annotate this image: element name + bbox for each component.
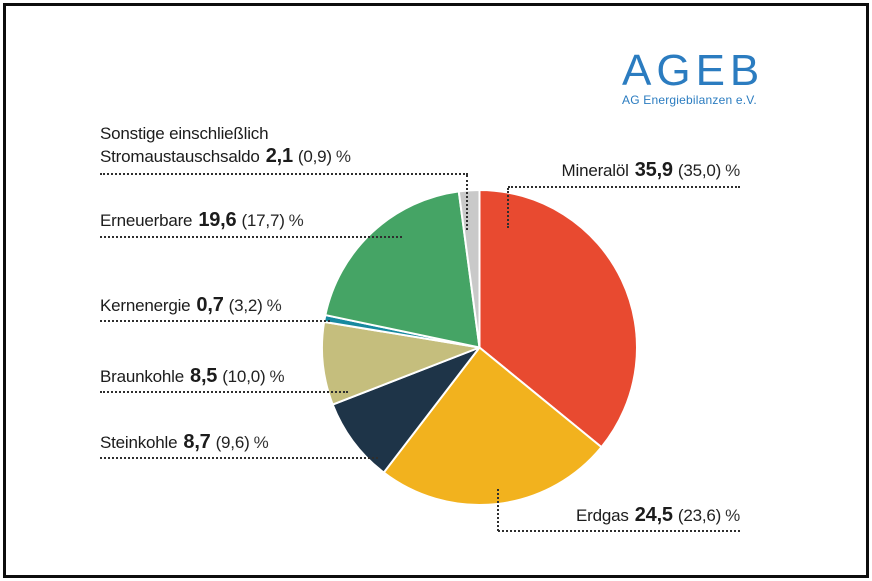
leader-kernenergie-h [100, 320, 330, 322]
pie-slice-steinkohle [331, 346, 481, 474]
label-braunkohle: Braunkohle 8,5 (10,0)% [100, 365, 285, 388]
label-braunkohle-prev: (10,0) [222, 367, 266, 386]
label-erneuerbare-name: Erneuerbare [100, 211, 193, 230]
label-braunkohle-value: 8,5 [190, 365, 218, 387]
leader-erdgas-h [498, 530, 740, 532]
label-kernenergie-percent: % [266, 296, 282, 315]
label-sonstige-prev: (0,9) [297, 147, 332, 166]
leader-mineraloel-h [508, 186, 740, 188]
label-kernenergie-prev: (3,2) [228, 296, 263, 315]
pie-slice-erneuerbare [324, 190, 481, 349]
label-erdgas-percent: % [725, 506, 740, 525]
label-erdgas-name: Erdgas [576, 506, 629, 525]
label-braunkohle-percent: % [269, 367, 285, 386]
label-kernenergie-name: Kernenergie [100, 296, 191, 315]
label-sonstige-line1: Sonstige einschließlich [100, 124, 269, 143]
label-erneuerbare-percent: % [288, 211, 304, 230]
pie-slice-sonstige [457, 189, 481, 349]
leader-mineraloel-v [507, 188, 509, 228]
label-braunkohle-name: Braunkohle [100, 367, 185, 386]
pie-slice-mineraloel [478, 189, 638, 449]
label-mineraloel-percent: % [725, 161, 740, 180]
leader-braunkohle-h [100, 391, 348, 393]
label-kernenergie-value: 0,7 [196, 294, 224, 316]
label-erdgas-value: 24,5 [634, 504, 673, 526]
label-steinkohle-percent: % [253, 433, 269, 452]
logo-subtitle: AG Energiebilanzen e.V. [622, 93, 757, 107]
leader-erdgas-v [497, 489, 499, 531]
label-erdgas-prev: (23,6) [677, 506, 722, 525]
label-steinkohle-value: 8,7 [183, 431, 211, 453]
leader-erneuerbare-h [100, 236, 402, 238]
label-mineraloel-name: Mineralöl [561, 161, 629, 180]
label-steinkohle-name: Steinkohle [100, 433, 178, 452]
pie-slice-braunkohle [321, 320, 481, 406]
label-sonstige: Sonstige einschließlich Stromaustauschsa… [100, 122, 351, 168]
label-sonstige-percent: % [335, 147, 351, 166]
leader-steinkohle-h [100, 457, 378, 459]
label-steinkohle: Steinkohle 8,7 (9,6)% [100, 431, 269, 454]
leader-sonstige-v [466, 175, 468, 230]
label-sonstige-name: Stromaustauschsaldo [100, 147, 260, 166]
label-mineraloel-prev: (35,0) [677, 161, 722, 180]
label-mineraloel: Mineralöl 35,9 (35,0)% [508, 159, 741, 182]
label-steinkohle-prev: (9,6) [215, 433, 250, 452]
label-erdgas: Erdgas 24,5 (23,6)% [508, 504, 740, 527]
label-mineraloel-value: 35,9 [634, 159, 673, 181]
label-erneuerbare: Erneuerbare 19,6 (17,7)% [100, 209, 304, 232]
logo-title: AGEB [622, 46, 765, 95]
label-erneuerbare-value: 19,6 [198, 209, 237, 231]
label-sonstige-value: 2,1 [265, 145, 293, 167]
logo: AGEB AG Energiebilanzen e.V. [622, 46, 765, 108]
leader-sonstige-h [100, 173, 468, 175]
label-kernenergie: Kernenergie 0,7 (3,2)% [100, 294, 282, 317]
label-erneuerbare-prev: (17,7) [241, 211, 285, 230]
